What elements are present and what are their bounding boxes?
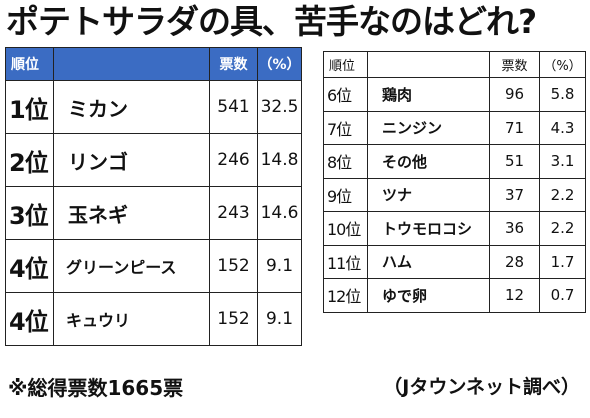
item-cell: 玉ネギ <box>53 186 210 240</box>
table-header-row: 順位 票数 （%） <box>5 47 302 81</box>
table-row: 12位 ゆで卵 12 0.7 <box>323 278 586 313</box>
percent-cell: 14.8 <box>257 133 302 187</box>
percent-cell: 2.2 <box>539 211 586 246</box>
votes-cell: 28 <box>489 244 540 279</box>
votes-cell: 152 <box>209 292 258 346</box>
table-row: 6位 鶏肉 96 5.8 <box>323 77 586 112</box>
table-header-row: 順位 票数 （%） <box>323 51 586 78</box>
page-title: ポテトサラダの具、苦手なのはどれ? <box>6 2 537 41</box>
rank-cell: 4位 <box>5 292 54 346</box>
item-cell: ニンジン <box>367 110 490 145</box>
table-row: 11位 ハム 28 1.7 <box>323 244 586 279</box>
header-percent: （%） <box>539 51 586 78</box>
item-cell: トウモロコシ <box>367 211 490 246</box>
votes-cell: 51 <box>489 144 540 179</box>
header-item <box>53 47 210 81</box>
item-cell: ゆで卵 <box>367 278 490 313</box>
item-cell: ハム <box>367 244 490 279</box>
percent-cell: 32.5 <box>257 80 302 134</box>
votes-cell: 96 <box>489 77 540 112</box>
header-votes: 票数 <box>209 47 258 81</box>
percent-cell: 0.7 <box>539 278 586 313</box>
percent-cell: 9.1 <box>257 292 302 346</box>
item-cell: キュウリ <box>53 292 210 346</box>
table-row: 3位 玉ネギ 243 14.6 <box>5 186 302 240</box>
votes-cell: 152 <box>209 239 258 293</box>
votes-cell: 37 <box>489 177 540 212</box>
votes-cell: 12 <box>489 278 540 313</box>
rank-cell: 4位 <box>5 239 54 293</box>
table-row: 4位 キュウリ 152 9.1 <box>5 292 302 346</box>
percent-cell: 9.1 <box>257 239 302 293</box>
rank-cell: 12位 <box>323 278 368 313</box>
header-item <box>367 51 490 78</box>
percent-cell: 2.2 <box>539 177 586 212</box>
item-cell: 鶏肉 <box>367 77 490 112</box>
total-votes-note: ※総得票数1665票 <box>8 376 184 400</box>
rank-cell: 8位 <box>323 144 368 179</box>
item-cell: その他 <box>367 144 490 179</box>
table-row: 8位 その他 51 3.1 <box>323 144 586 179</box>
header-percent: （%） <box>257 47 302 81</box>
rank-cell: 11位 <box>323 244 368 279</box>
percent-cell: 4.3 <box>539 110 586 145</box>
rank-cell: 3位 <box>5 186 54 240</box>
table-row: 10位 トウモロコシ 36 2.2 <box>323 211 586 246</box>
item-cell: リンゴ <box>53 133 210 187</box>
rank-cell: 1位 <box>5 80 54 134</box>
table-row: 9位 ツナ 37 2.2 <box>323 177 586 212</box>
percent-cell: 14.6 <box>257 186 302 240</box>
rank-cell: 2位 <box>5 133 54 187</box>
table-row: 1位 ミカン 541 32.5 <box>5 80 302 134</box>
percent-cell: 3.1 <box>539 144 586 179</box>
votes-cell: 71 <box>489 110 540 145</box>
header-rank: 順位 <box>323 51 368 78</box>
votes-cell: 243 <box>209 186 258 240</box>
source-credit: （Jタウンネット調べ） <box>383 376 580 398</box>
table-row: 7位 ニンジン 71 4.3 <box>323 110 586 145</box>
header-rank: 順位 <box>5 47 54 81</box>
item-cell: グリーンピース <box>53 239 210 293</box>
votes-cell: 246 <box>209 133 258 187</box>
rank-cell: 10位 <box>323 211 368 246</box>
item-cell: ツナ <box>367 177 490 212</box>
table-row: 2位 リンゴ 246 14.8 <box>5 133 302 187</box>
item-cell: ミカン <box>53 80 210 134</box>
rank-cell: 6位 <box>323 77 368 112</box>
ranking-table-bottom: 順位 票数 （%） 6位 鶏肉 96 5.8 7位 ニンジン 71 4.3 8位… <box>323 51 586 313</box>
ranking-table-top: 順位 票数 （%） 1位 ミカン 541 32.5 2位 リンゴ 246 14.… <box>5 47 302 346</box>
table-row: 4位 グリーンピース 152 9.1 <box>5 239 302 293</box>
percent-cell: 1.7 <box>539 244 586 279</box>
votes-cell: 36 <box>489 211 540 246</box>
header-votes: 票数 <box>489 51 540 78</box>
percent-cell: 5.8 <box>539 77 586 112</box>
rank-cell: 7位 <box>323 110 368 145</box>
votes-cell: 541 <box>209 80 258 134</box>
rank-cell: 9位 <box>323 177 368 212</box>
